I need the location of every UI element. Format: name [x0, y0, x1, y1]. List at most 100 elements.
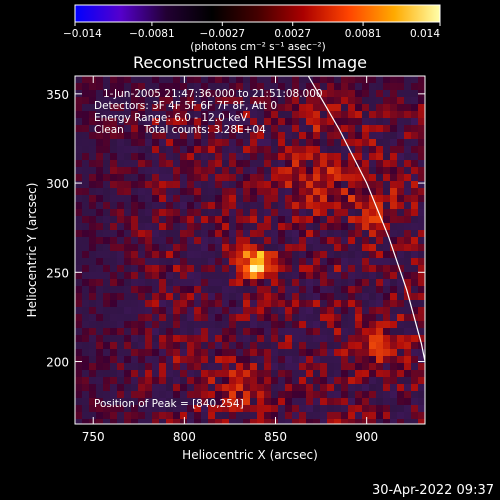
heatmap-cell: [278, 195, 286, 203]
heatmap-cell: [89, 377, 97, 385]
heatmap-cell: [180, 216, 188, 224]
heatmap-cell: [145, 356, 153, 364]
heatmap-cell: [117, 391, 125, 399]
heatmap-cell: [285, 335, 293, 343]
heatmap-cell: [257, 237, 265, 245]
heatmap-cell: [369, 272, 377, 280]
heatmap-cell: [404, 90, 412, 98]
heatmap-cell: [334, 181, 342, 189]
heatmap-cell: [313, 384, 321, 392]
heatmap-cell: [82, 139, 90, 147]
heatmap-cell: [82, 83, 90, 91]
heatmap-cell: [187, 83, 195, 91]
heatmap-cell: [271, 83, 279, 91]
heatmap-cell: [257, 272, 265, 280]
heatmap-cell: [159, 314, 167, 322]
heatmap-cell: [418, 209, 425, 217]
heatmap-cell: [89, 398, 97, 406]
heatmap-cell: [103, 377, 111, 385]
heatmap-cell: [418, 335, 425, 343]
heatmap-cell: [299, 258, 307, 266]
heatmap-cell: [229, 321, 237, 329]
heatmap-cell: [110, 237, 118, 245]
heatmap-cell: [145, 237, 153, 245]
heatmap-cell: [138, 321, 146, 329]
heatmap-cell: [313, 97, 321, 105]
heatmap-cell: [369, 321, 377, 329]
heatmap-cell: [145, 321, 153, 329]
heatmap-cell: [222, 293, 230, 301]
heatmap-cell: [96, 272, 104, 280]
heatmap-cell: [362, 188, 370, 196]
heatmap-cell: [418, 83, 425, 91]
heatmap-cell: [131, 90, 139, 98]
heatmap-cell: [187, 209, 195, 217]
heatmap-cell: [215, 244, 223, 252]
heatmap-cell: [334, 167, 342, 175]
heatmap-cell: [243, 202, 251, 210]
heatmap-cell: [96, 104, 104, 112]
heatmap-cell: [369, 244, 377, 252]
heatmap-cell: [166, 216, 174, 224]
heatmap-cell: [376, 251, 384, 259]
heatmap-cell: [271, 342, 279, 350]
heatmap-cell: [201, 125, 209, 133]
heatmap-cell: [313, 111, 321, 119]
heatmap-cell: [138, 202, 146, 210]
heatmap-cell: [222, 335, 230, 343]
heatmap-cell: [236, 265, 244, 273]
heatmap-cell: [257, 139, 265, 147]
heatmap-cell: [208, 405, 216, 413]
heatmap-cell: [124, 230, 132, 238]
heatmap-cell: [362, 356, 370, 364]
heatmap-cell: [194, 139, 202, 147]
heatmap-cell: [334, 251, 342, 259]
heatmap-cell: [411, 258, 419, 266]
heatmap-cell: [187, 300, 195, 308]
heatmap-cell: [103, 153, 111, 161]
heatmap-cell: [173, 307, 181, 315]
heatmap-cell: [159, 167, 167, 175]
heatmap-cell: [404, 342, 412, 350]
heatmap-cell: [152, 405, 160, 413]
heatmap-cell: [383, 265, 391, 273]
heatmap-cell: [418, 356, 425, 364]
heatmap-cell: [390, 342, 398, 350]
heatmap-cell: [103, 265, 111, 273]
heatmap-cell: [152, 384, 160, 392]
heatmap-cell: [201, 328, 209, 336]
heatmap-cell: [348, 195, 356, 203]
heatmap-cell: [82, 293, 90, 301]
heatmap-cell: [201, 83, 209, 91]
heatmap-cell: [257, 384, 265, 392]
heatmap-cell: [138, 125, 146, 133]
heatmap-cell: [264, 202, 272, 210]
heatmap-cell: [159, 195, 167, 203]
heatmap-cell: [194, 342, 202, 350]
heatmap-cell: [124, 258, 132, 266]
heatmap-cell: [390, 272, 398, 280]
heatmap-cell: [299, 76, 307, 84]
heatmap-cell: [103, 419, 111, 424]
heatmap-cell: [362, 384, 370, 392]
heatmap-cell: [96, 377, 104, 385]
heatmap-cell: [229, 272, 237, 280]
heatmap-cell: [173, 230, 181, 238]
heatmap-cell: [313, 83, 321, 91]
heatmap-cell: [201, 307, 209, 315]
heatmap-cell: [187, 405, 195, 413]
heatmap-cell: [222, 384, 230, 392]
heatmap-cell: [117, 181, 125, 189]
heatmap-cell: [208, 265, 216, 273]
heatmap-cell: [299, 223, 307, 231]
heatmap-cell: [187, 272, 195, 280]
heatmap-cell: [271, 398, 279, 406]
heatmap-cell: [110, 209, 118, 217]
heatmap-cell: [369, 132, 377, 140]
heatmap-cell: [278, 209, 286, 217]
heatmap-cell: [187, 398, 195, 406]
heatmap-cell: [292, 300, 300, 308]
heatmap-cell: [82, 188, 90, 196]
heatmap-cell: [348, 314, 356, 322]
heatmap-cell: [96, 307, 104, 315]
